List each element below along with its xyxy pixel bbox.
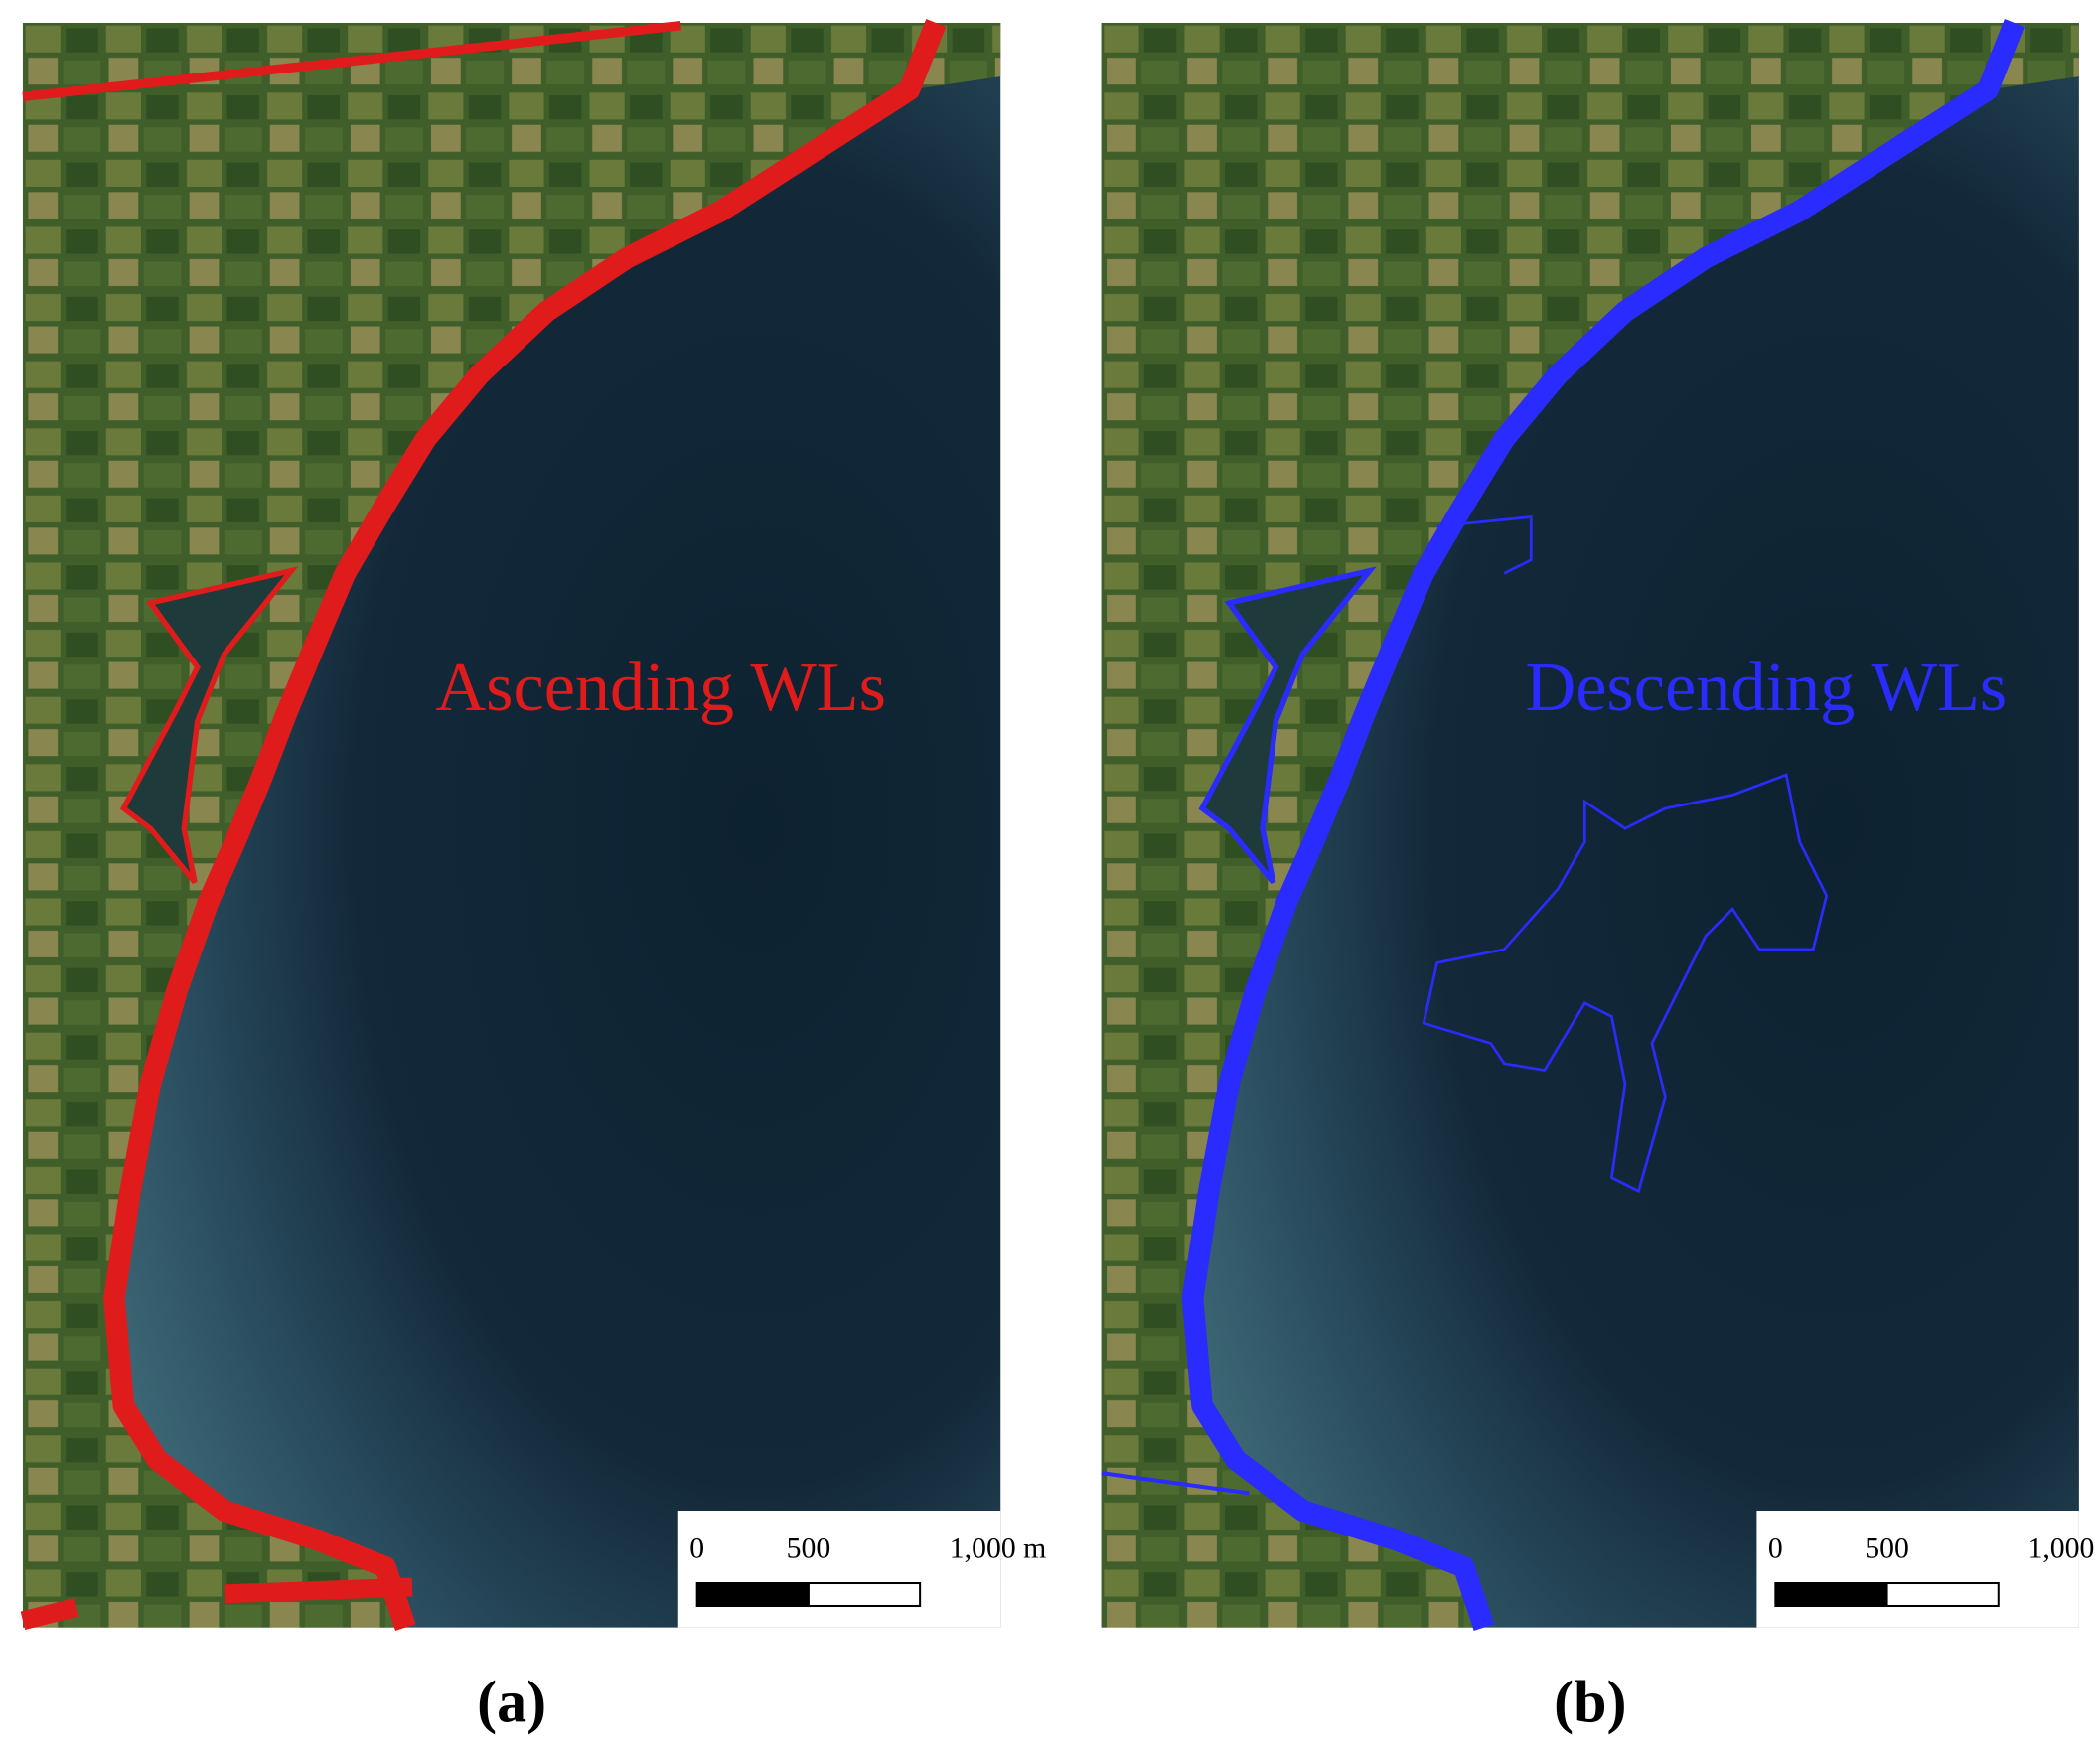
scale-bar: 0 500 1,000 m (677, 1511, 1046, 1628)
scale-box (1756, 1511, 2079, 1628)
land (22, 22, 1001, 1628)
waterline-extra (1101, 1471, 1250, 1496)
waterline-extra (1422, 773, 1829, 1194)
panel-label: (b) (1554, 1670, 1626, 1735)
scale-label: 1,000 m (950, 1532, 1046, 1564)
panel-label: (a) (477, 1670, 546, 1735)
scale-label: 1,000 m (2027, 1532, 2100, 1564)
lagoon (1198, 566, 1378, 884)
scale-box (677, 1511, 1001, 1628)
scale-label: 500 (787, 1532, 831, 1564)
panel-title: Descending WLs (1525, 649, 2007, 726)
panel-title: Ascending WLs (435, 649, 886, 726)
scale-white (807, 1581, 922, 1608)
map-panel: Descending WLs 0 500 1,000 m (1101, 18, 2100, 1632)
scale-bar: 0 500 1,000 m (1756, 1511, 2100, 1628)
map-panel: Ascending WLs 0 500 1,000 m (20, 18, 1046, 1632)
scale-black (1774, 1581, 1888, 1608)
scale-label: 500 (1865, 1532, 1909, 1564)
waterline (103, 18, 947, 1632)
waterline-extra (1436, 515, 1533, 575)
lagoon (119, 566, 299, 884)
waterline-extra (20, 1577, 413, 1631)
waterline-extra (22, 20, 681, 102)
scale-black (695, 1581, 810, 1608)
scale-label: 0 (1768, 1532, 1783, 1564)
waterline (1181, 18, 2025, 1632)
scale-white (1885, 1581, 2000, 1608)
scale-label: 0 (689, 1532, 704, 1564)
land (1101, 22, 2079, 1628)
